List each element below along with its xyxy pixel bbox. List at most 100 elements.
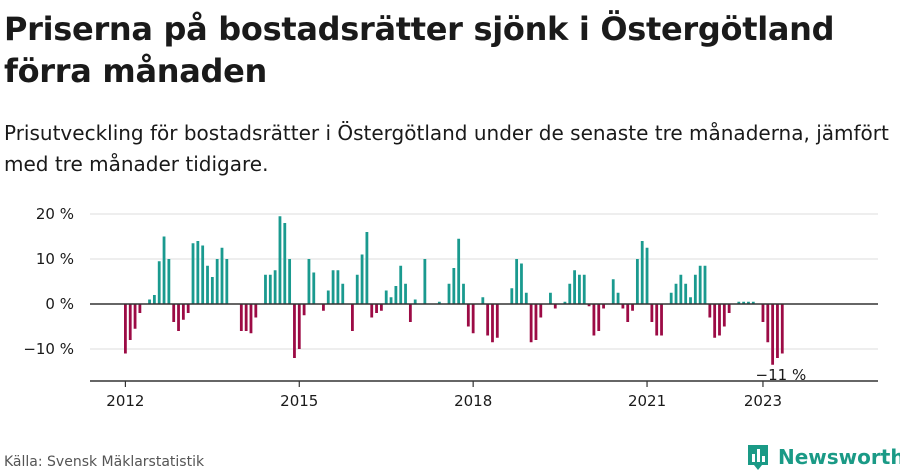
bar bbox=[384, 290, 388, 304]
bar bbox=[780, 304, 784, 354]
bar bbox=[355, 274, 359, 304]
bar bbox=[771, 304, 775, 365]
bar bbox=[225, 259, 229, 304]
bar bbox=[437, 301, 441, 304]
bar bbox=[693, 274, 697, 304]
bar bbox=[370, 304, 374, 318]
bar bbox=[220, 247, 224, 304]
bar bbox=[635, 259, 639, 304]
annotation-last-value: −11 % bbox=[756, 366, 807, 384]
bar bbox=[148, 299, 151, 304]
y-tick-label: −10 % bbox=[23, 340, 74, 358]
bar bbox=[742, 301, 746, 304]
bar bbox=[201, 245, 205, 304]
bar bbox=[365, 232, 369, 304]
bar bbox=[578, 274, 581, 304]
bar bbox=[737, 301, 741, 304]
bar bbox=[181, 304, 185, 320]
bar bbox=[157, 261, 161, 304]
bar bbox=[215, 259, 219, 304]
bar bbox=[351, 304, 354, 331]
bar bbox=[452, 268, 456, 304]
bar bbox=[674, 283, 678, 304]
x-tick-label: 2018 bbox=[454, 392, 492, 410]
bar bbox=[466, 304, 470, 327]
source-note: Källa: Svensk Mäklarstatistik bbox=[4, 454, 205, 470]
bar bbox=[486, 304, 490, 336]
bar bbox=[698, 265, 702, 304]
bar bbox=[684, 283, 688, 304]
bar bbox=[331, 270, 335, 304]
bar bbox=[293, 304, 296, 358]
x-tick-label: 2015 bbox=[280, 392, 318, 410]
bar bbox=[462, 283, 465, 304]
bar bbox=[747, 301, 750, 304]
bar bbox=[761, 304, 765, 322]
bar bbox=[766, 304, 770, 343]
bar bbox=[404, 283, 407, 304]
bar bbox=[326, 290, 330, 304]
bar bbox=[288, 259, 292, 304]
bar bbox=[167, 259, 171, 304]
bar bbox=[162, 236, 166, 304]
bar bbox=[186, 304, 190, 313]
bar bbox=[529, 304, 533, 343]
bar-chart-logo-icon bbox=[748, 445, 768, 470]
bar bbox=[587, 304, 591, 307]
bar bbox=[191, 243, 195, 304]
bar bbox=[447, 283, 451, 304]
bar bbox=[278, 216, 282, 304]
chart-title: Priserna på bostadsrätter sjönk i Österg… bbox=[4, 10, 835, 90]
bar bbox=[515, 259, 519, 304]
bar bbox=[268, 274, 272, 304]
bar bbox=[669, 292, 673, 304]
bar bbox=[152, 295, 156, 304]
x-tick-label: 2023 bbox=[744, 392, 782, 410]
bar bbox=[751, 301, 755, 304]
bar bbox=[399, 265, 403, 304]
bar bbox=[133, 304, 137, 329]
bar bbox=[341, 283, 345, 304]
bar bbox=[776, 304, 779, 358]
bar bbox=[273, 270, 277, 304]
chart-subtitle: Prisutveckling för bostadsrätter i Öster… bbox=[4, 121, 889, 176]
bar bbox=[322, 304, 325, 311]
bar bbox=[138, 304, 142, 313]
bar bbox=[206, 265, 209, 304]
x-tick-label: 2012 bbox=[106, 392, 144, 410]
bar bbox=[534, 304, 538, 340]
bar bbox=[254, 304, 258, 318]
bar bbox=[264, 274, 267, 304]
bar bbox=[568, 283, 572, 304]
bar bbox=[128, 304, 132, 340]
bar bbox=[727, 304, 731, 313]
y-tick-label: 10 % bbox=[36, 250, 74, 268]
bar bbox=[626, 304, 630, 322]
bar bbox=[124, 304, 127, 354]
bar bbox=[172, 304, 176, 322]
bar bbox=[408, 304, 412, 322]
bar bbox=[703, 265, 707, 304]
bar bbox=[660, 304, 663, 336]
bar bbox=[722, 304, 726, 327]
bar bbox=[650, 304, 654, 322]
bar bbox=[379, 304, 383, 311]
bar bbox=[582, 274, 586, 304]
bar bbox=[708, 304, 712, 318]
brand-name: Newsworthy bbox=[778, 445, 900, 469]
bar bbox=[563, 301, 567, 304]
bar bbox=[210, 277, 214, 304]
bar bbox=[602, 304, 605, 309]
bar bbox=[239, 304, 243, 331]
bar bbox=[196, 241, 200, 304]
bar bbox=[520, 263, 523, 304]
bar bbox=[553, 304, 557, 309]
bar bbox=[679, 274, 683, 304]
bar bbox=[307, 259, 311, 304]
bar bbox=[495, 304, 499, 338]
bar bbox=[713, 304, 717, 338]
bar bbox=[177, 304, 180, 331]
bar bbox=[336, 270, 340, 304]
bar bbox=[375, 304, 378, 313]
bar-chart: 20 % 10 % 0 % −10 % 2012 2015 2018 2021 2023 −11… bbox=[23, 205, 878, 410]
